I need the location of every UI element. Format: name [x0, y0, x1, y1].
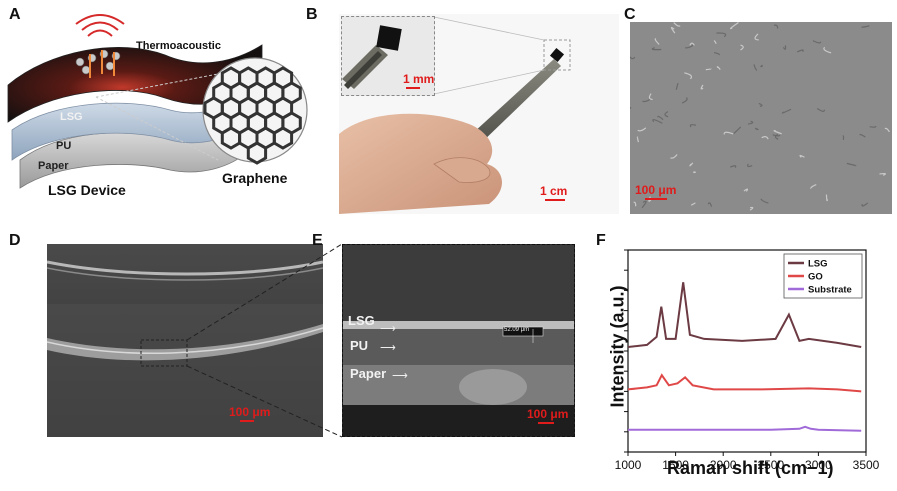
- pu-arrow-label: PU: [350, 338, 369, 353]
- raman-chart: 1000 1500 2000 2500 3000 3500 LSG GO Substrate: [615, 249, 880, 472]
- chart-ylabel: Intensity (a.u.): [607, 285, 628, 408]
- x-tick-label: 1000: [615, 458, 642, 472]
- legend-label: Substrate: [808, 285, 852, 296]
- cross-section-overview-image: [47, 244, 323, 437]
- inset-scale-bar: [406, 87, 420, 89]
- panel-d-letter: D: [9, 232, 21, 249]
- panel-c-letter: C: [624, 6, 636, 23]
- photo-scale-bar: [545, 199, 565, 201]
- chart-xlabel: Raman shift (cm−1): [667, 458, 834, 478]
- thickness-measurement: 52.09 μm: [504, 327, 530, 333]
- legend-label: LSG: [808, 259, 828, 270]
- lsg-device-caption: LSG Device: [48, 182, 126, 198]
- panel-a-letter: A: [9, 6, 21, 23]
- paper-layer-label: Paper: [38, 160, 69, 172]
- zoom-scale-label: 100 μm: [527, 407, 569, 421]
- lsg-arrow-label: LSG: [348, 313, 375, 328]
- photo-scale-label: 1 cm: [540, 184, 568, 198]
- series-line-go: [627, 373, 862, 393]
- legend-label: GO: [808, 272, 823, 283]
- panel-b-letter: B: [306, 6, 318, 23]
- x-tick-label: 2500: [757, 458, 784, 472]
- pu-layer-label: PU: [56, 140, 72, 152]
- tweezer-inset: [341, 16, 435, 96]
- surface-scale-bar: [645, 198, 667, 200]
- series-line-lsg: [627, 282, 862, 348]
- cross-section-zoom-image: [342, 244, 575, 437]
- overview-scale-bar: [240, 420, 254, 422]
- x-tick-label: 1500: [662, 458, 689, 472]
- paper-arrow: ⟶: [392, 370, 408, 382]
- thermoacoustic-label: Thermoacoustic: [136, 40, 221, 52]
- panel-e-letter: E: [312, 232, 323, 249]
- panel-f-letter: F: [596, 232, 606, 249]
- graphene-lattice-illustration: [202, 57, 308, 165]
- x-tick-label: 2000: [710, 458, 737, 472]
- pu-arrow: ⟶: [380, 342, 396, 354]
- paper-arrow-label: Paper: [350, 366, 387, 381]
- x-tick-label: 3000: [805, 458, 832, 472]
- inset-scale-label: 1 mm: [403, 72, 435, 86]
- sem-surface-image: [630, 22, 892, 214]
- lsg-device-illustration: [7, 14, 263, 189]
- graphene-caption: Graphene: [222, 170, 288, 186]
- series-line-substrate: [628, 425, 862, 432]
- overview-scale-label: 100 μm: [229, 405, 271, 419]
- surface-scale-label: 100 μm: [635, 183, 677, 197]
- lsg-layer-label: LSG: [60, 111, 83, 123]
- x-tick-label: 3500: [853, 458, 880, 472]
- zoom-scale-bar: [538, 422, 554, 424]
- lsg-arrow: ⟶: [380, 323, 396, 335]
